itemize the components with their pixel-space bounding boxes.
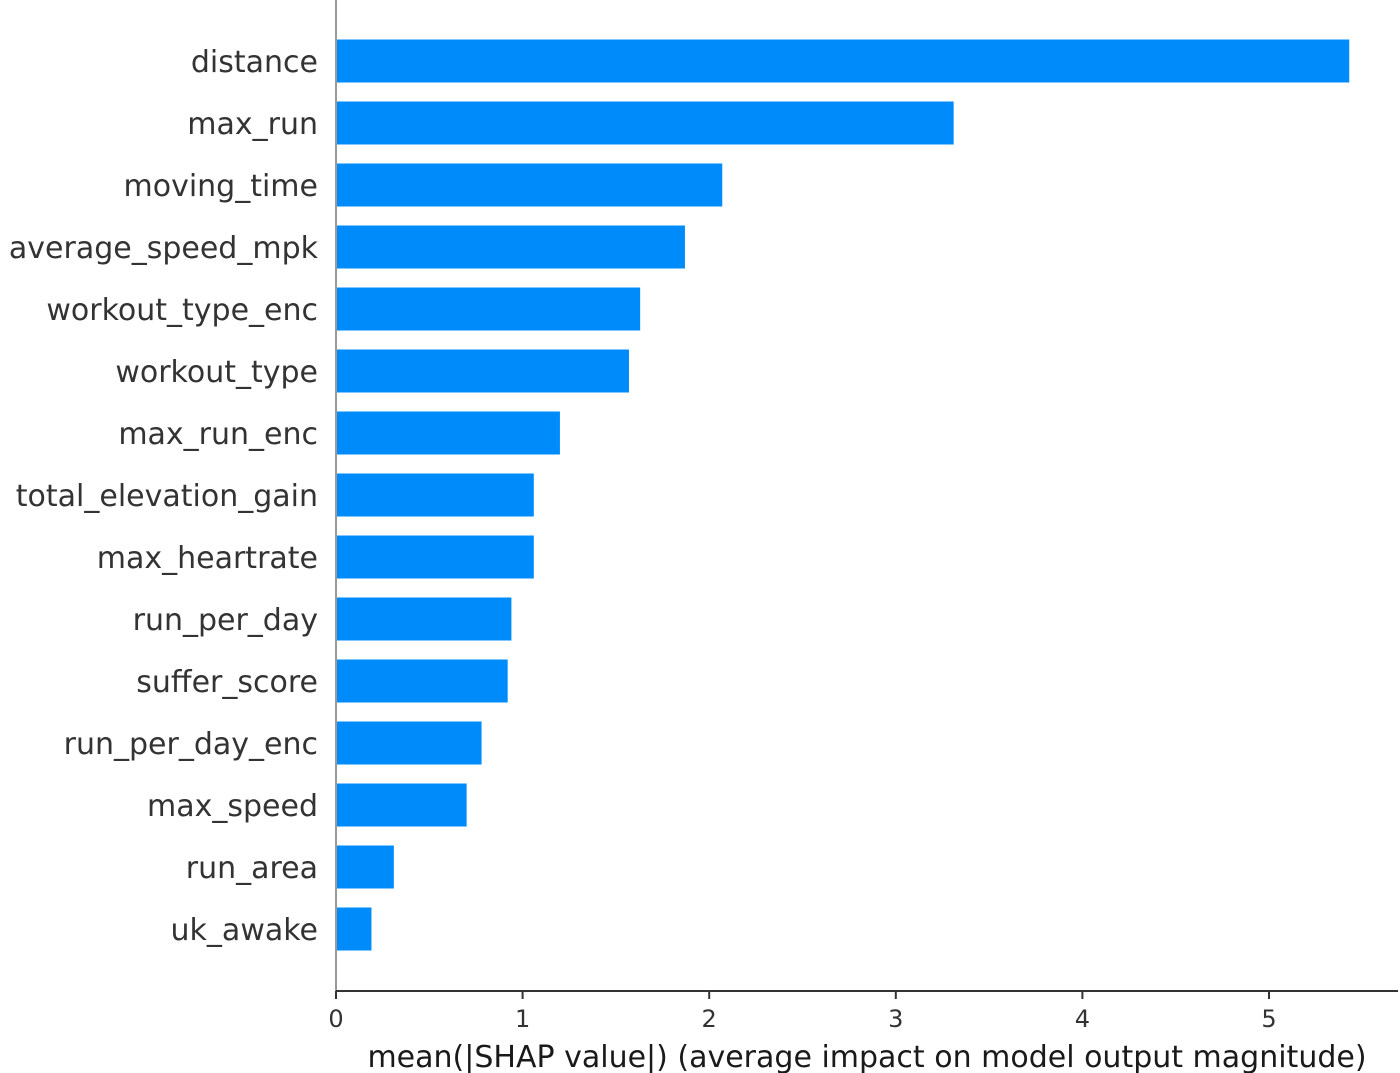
bar-average-speed-mpk bbox=[336, 225, 685, 269]
bar-max-heartrate bbox=[336, 535, 534, 579]
bars-group bbox=[336, 39, 1350, 951]
bar-max-speed bbox=[336, 783, 467, 827]
x-tick-label: 3 bbox=[888, 1005, 903, 1033]
bar-workout-type bbox=[336, 349, 629, 393]
bar-max-run-enc bbox=[336, 411, 560, 455]
x-tick-label: 4 bbox=[1075, 1005, 1090, 1033]
feature-label: run_per_day bbox=[133, 603, 318, 638]
bar-max-run bbox=[336, 101, 954, 145]
bar-uk-awake bbox=[336, 907, 372, 951]
feature-label: moving_time bbox=[123, 169, 318, 204]
bar-run-per-day-enc bbox=[336, 721, 482, 765]
bar-moving-time bbox=[336, 163, 723, 207]
feature-label: max_run bbox=[187, 107, 318, 142]
feature-label: workout_type bbox=[115, 355, 318, 390]
x-tick-label: 2 bbox=[702, 1005, 717, 1033]
x-axis-title: mean(|SHAP value|) (average impact on mo… bbox=[367, 1040, 1366, 1073]
feature-label: total_elevation_gain bbox=[16, 479, 318, 514]
feature-label: average_speed_mpk bbox=[9, 231, 319, 266]
feature-label: distance bbox=[191, 45, 318, 80]
feature-labels-group: distance max_run moving_time average_speed_… bbox=[9, 45, 319, 948]
x-tick-label: 5 bbox=[1261, 1005, 1276, 1033]
feature-label: run_per_day_enc bbox=[64, 727, 318, 762]
feature-label: max_speed bbox=[147, 789, 318, 824]
feature-label: suffer_score bbox=[136, 665, 318, 700]
feature-label: uk_awake bbox=[171, 913, 318, 948]
bar-total-elevation-gain bbox=[336, 473, 534, 517]
x-tick-label: 0 bbox=[328, 1005, 343, 1033]
feature-label: workout_type_enc bbox=[46, 293, 318, 328]
bar-suffer-score bbox=[336, 659, 508, 703]
bar-run-per-day bbox=[336, 597, 512, 641]
x-tick-label: 1 bbox=[515, 1005, 530, 1033]
feature-label: max_heartrate bbox=[97, 541, 318, 576]
bar-distance bbox=[336, 39, 1350, 83]
bar-run-area bbox=[336, 845, 394, 889]
bar-workout-type-enc bbox=[336, 287, 641, 331]
feature-label: max_run_enc bbox=[118, 417, 318, 452]
feature-label: run_area bbox=[186, 851, 318, 886]
x-ticks-group: 0 1 2 3 4 5 bbox=[328, 991, 1277, 1033]
